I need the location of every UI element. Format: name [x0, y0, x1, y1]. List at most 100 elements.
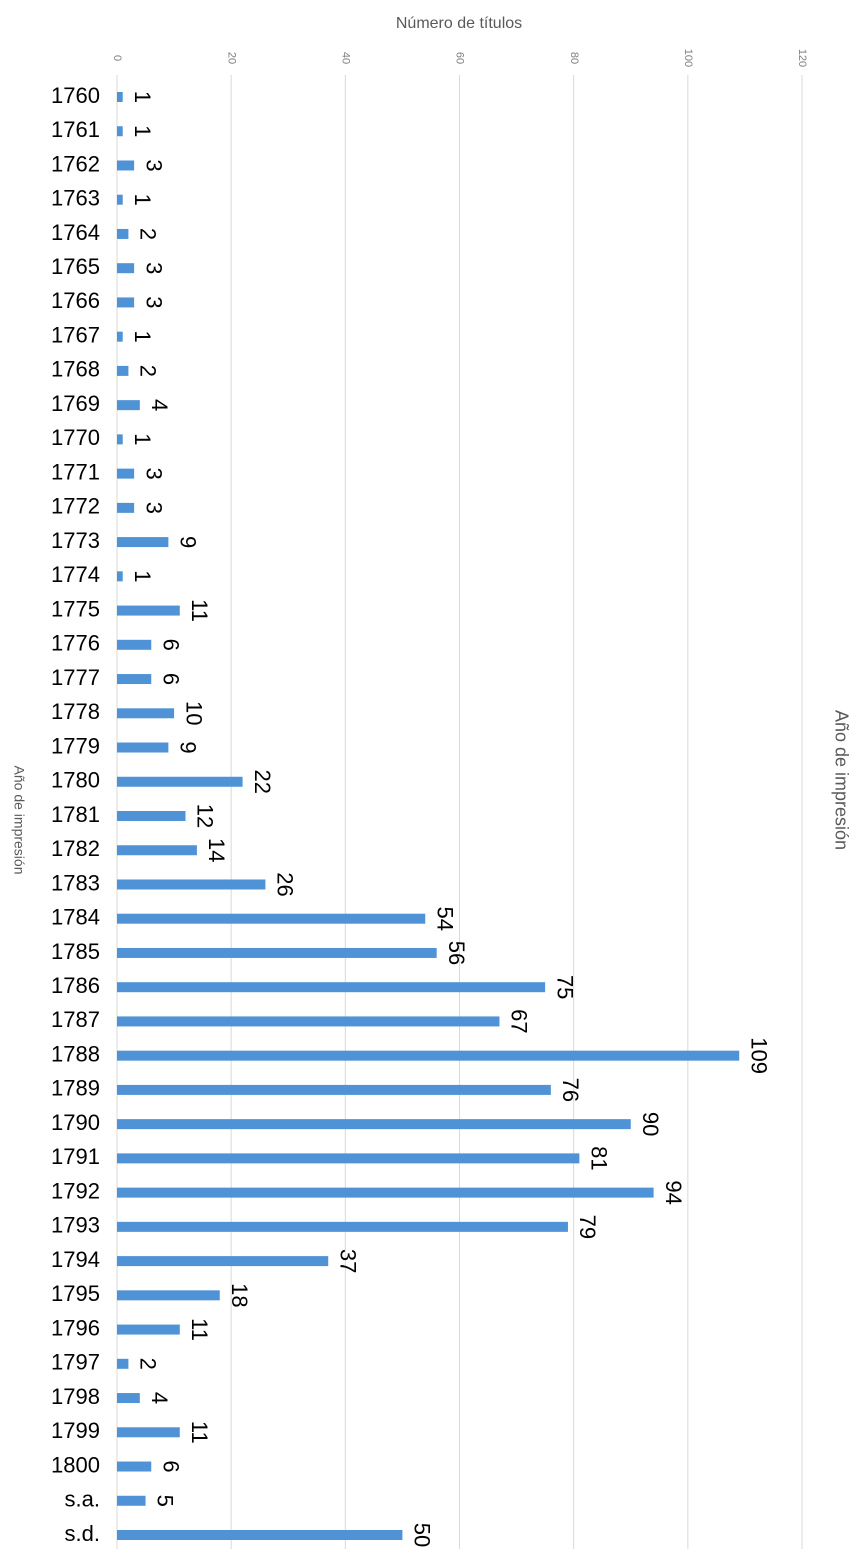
y-tick-label: 1774 — [51, 562, 100, 587]
bar — [117, 1393, 140, 1404]
bar — [117, 400, 140, 411]
bar — [117, 297, 135, 308]
y-tick-label: 1768 — [51, 357, 100, 382]
data-label: 94 — [661, 1180, 686, 1204]
data-label: 76 — [558, 1078, 583, 1102]
bar — [117, 160, 135, 171]
bar — [117, 92, 123, 102]
data-label: 54 — [432, 906, 457, 930]
y-tick-label: 1761 — [51, 117, 100, 142]
x-tick-label: 60 — [454, 52, 466, 64]
data-label: 3 — [141, 262, 166, 274]
data-label: 37 — [335, 1249, 360, 1273]
bar — [117, 365, 129, 376]
y-tick-label: 1788 — [51, 1041, 100, 1066]
data-label: 67 — [507, 1009, 532, 1033]
data-label: 4 — [147, 1392, 172, 1404]
bar — [117, 1119, 631, 1130]
chart-title: Año de impresión — [831, 710, 851, 850]
data-label: 6 — [158, 673, 183, 685]
data-label: 2 — [136, 1358, 161, 1370]
bar — [117, 1256, 329, 1267]
y-tick-label: 1763 — [51, 186, 100, 211]
bar — [117, 571, 123, 582]
y-tick-label: 1770 — [51, 425, 100, 450]
y-tick-label: 1794 — [51, 1247, 100, 1272]
y-tick-label: 1787 — [51, 1007, 100, 1032]
y-tick-label: 1779 — [51, 733, 100, 758]
bar — [117, 1495, 146, 1506]
bar — [117, 468, 135, 479]
bar — [117, 742, 169, 753]
bar — [117, 537, 169, 548]
bar — [117, 811, 186, 821]
bar — [117, 1324, 180, 1335]
y-tick-label: 1798 — [51, 1384, 100, 1409]
y-tick-label: 1791 — [51, 1144, 100, 1169]
data-label: 3 — [141, 159, 166, 171]
y-tick-label: 1796 — [51, 1315, 100, 1340]
data-label: 2 — [136, 365, 161, 377]
y-tick-label: 1795 — [51, 1281, 100, 1306]
data-label: 1 — [130, 331, 155, 343]
data-label: 1 — [130, 91, 155, 103]
bar — [117, 126, 123, 137]
data-label: 75 — [552, 975, 577, 999]
data-label: 5 — [153, 1495, 178, 1507]
y-tick-label: 1782 — [51, 836, 100, 861]
y-tick-label: 1784 — [51, 905, 100, 930]
y-tick-label: 1760 — [51, 83, 100, 108]
y-tick-label: 1771 — [51, 459, 100, 484]
data-label: 18 — [227, 1283, 252, 1307]
y-tick-label: 1789 — [51, 1076, 100, 1101]
bar — [117, 194, 123, 205]
bar — [117, 502, 135, 513]
data-label: 79 — [575, 1215, 600, 1239]
data-label: 26 — [273, 872, 298, 896]
y-axis-title: Año de impresión — [11, 766, 27, 875]
data-label: 56 — [444, 941, 469, 965]
bar — [117, 879, 266, 890]
data-label: 4 — [147, 399, 172, 411]
y-tick-label: 1783 — [51, 870, 100, 895]
bar — [117, 708, 175, 719]
y-tick-label: 1775 — [51, 596, 100, 621]
y-tick-label: 1799 — [51, 1418, 100, 1443]
x-axis-title: Número de títulos — [396, 15, 522, 32]
data-label: 10 — [181, 701, 206, 725]
y-tick-label: 1786 — [51, 973, 100, 998]
y-tick-label: s.a. — [65, 1487, 100, 1512]
data-label: 109 — [746, 1037, 771, 1074]
bar — [117, 1221, 568, 1232]
y-tick-label: 1797 — [51, 1350, 100, 1375]
bar — [117, 263, 135, 274]
bar — [117, 228, 129, 239]
bar — [117, 674, 152, 685]
data-label: 11 — [187, 599, 212, 622]
y-tick-label: 1777 — [51, 665, 100, 690]
data-label: 1 — [130, 570, 155, 582]
data-label: 3 — [141, 502, 166, 514]
x-tick-label: 20 — [225, 52, 237, 64]
data-label: 3 — [141, 467, 166, 479]
data-label: 1 — [130, 194, 155, 206]
bar — [117, 434, 123, 445]
data-label: 9 — [176, 741, 201, 753]
y-tick-label: 1764 — [51, 220, 100, 245]
data-label: 81 — [587, 1146, 612, 1170]
bar — [117, 639, 152, 650]
data-label: 6 — [158, 639, 183, 651]
y-tick-label: 1772 — [51, 494, 100, 519]
data-label: 1 — [130, 125, 155, 137]
y-tick-label: 1767 — [51, 322, 100, 347]
data-label: 22 — [250, 770, 275, 794]
bar — [117, 605, 180, 616]
y-tick-label: 1765 — [51, 254, 100, 279]
bar — [117, 1153, 580, 1164]
bar — [117, 331, 123, 342]
bar — [117, 1358, 129, 1369]
bar — [117, 1016, 500, 1027]
data-label: 1 — [130, 433, 155, 445]
x-tick-label: 80 — [568, 52, 580, 64]
